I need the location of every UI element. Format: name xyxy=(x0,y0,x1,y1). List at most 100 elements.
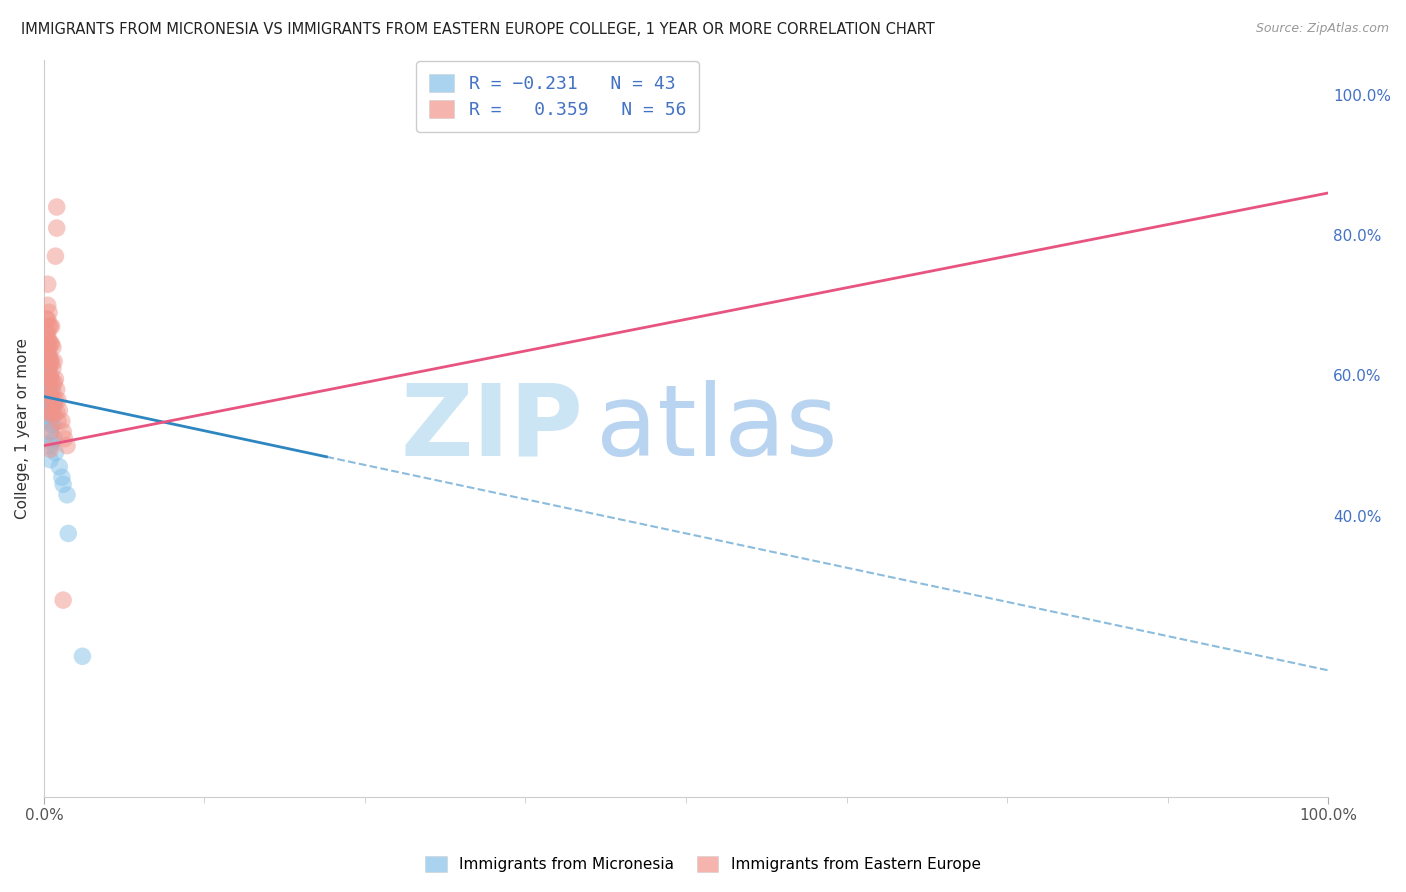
Point xyxy=(42,383,65,397)
Point xyxy=(52,425,75,439)
Point xyxy=(35,326,58,341)
Point xyxy=(39,425,62,439)
Point xyxy=(44,392,66,407)
Point xyxy=(37,354,59,368)
Point xyxy=(46,414,69,428)
Point xyxy=(41,407,63,421)
Point xyxy=(37,334,59,348)
Point xyxy=(38,383,60,397)
Point xyxy=(37,376,59,390)
Point xyxy=(46,392,69,407)
Point xyxy=(56,439,79,453)
Point xyxy=(48,403,70,417)
Point xyxy=(37,390,59,404)
Point xyxy=(38,361,60,376)
Point xyxy=(53,432,76,446)
Point xyxy=(51,470,73,484)
Point xyxy=(45,200,67,214)
Point xyxy=(44,376,66,390)
Point xyxy=(38,376,60,390)
Point xyxy=(39,452,62,467)
Point xyxy=(52,477,75,491)
Point xyxy=(38,347,60,361)
Legend: Immigrants from Micronesia, Immigrants from Eastern Europe: Immigrants from Micronesia, Immigrants f… xyxy=(418,848,988,880)
Point xyxy=(37,372,59,386)
Point xyxy=(44,446,66,460)
Point xyxy=(58,526,80,541)
Point xyxy=(38,361,60,376)
Point xyxy=(41,383,63,397)
Point xyxy=(39,372,62,386)
Point xyxy=(42,361,65,376)
Point xyxy=(45,405,67,419)
Point xyxy=(37,298,59,312)
Point xyxy=(37,312,59,326)
Point xyxy=(41,390,63,404)
Point xyxy=(37,347,59,361)
Point xyxy=(38,403,60,417)
Point xyxy=(37,340,59,354)
Point xyxy=(35,354,58,368)
Point xyxy=(41,337,63,351)
Point xyxy=(48,459,70,474)
Point xyxy=(35,383,58,397)
Point xyxy=(44,407,66,421)
Point xyxy=(38,340,60,354)
Point xyxy=(39,354,62,368)
Point xyxy=(41,372,63,386)
Y-axis label: College, 1 year or more: College, 1 year or more xyxy=(15,338,30,518)
Point xyxy=(39,354,62,368)
Point xyxy=(51,414,73,428)
Point xyxy=(37,351,59,365)
Point xyxy=(35,347,58,361)
Point xyxy=(37,326,59,341)
Point xyxy=(39,396,62,410)
Point xyxy=(39,410,62,425)
Point xyxy=(56,488,79,502)
Point xyxy=(38,390,60,404)
Point xyxy=(41,354,63,368)
Point xyxy=(44,354,66,368)
Point xyxy=(38,403,60,417)
Point xyxy=(35,337,58,351)
Point xyxy=(37,368,59,383)
Point xyxy=(42,417,65,432)
Point xyxy=(39,383,62,397)
Point xyxy=(39,390,62,404)
Point xyxy=(44,249,66,263)
Point xyxy=(35,368,58,383)
Point xyxy=(39,442,62,457)
Point xyxy=(39,319,62,334)
Point xyxy=(39,439,62,453)
Point xyxy=(37,361,59,376)
Point xyxy=(38,319,60,334)
Legend: R = −0.231   N = 43, R =   0.359   N = 56: R = −0.231 N = 43, R = 0.359 N = 56 xyxy=(416,62,699,131)
Point xyxy=(37,277,59,292)
Point xyxy=(44,396,66,410)
Point xyxy=(39,425,62,439)
Point xyxy=(42,340,65,354)
Point xyxy=(45,221,67,235)
Point xyxy=(45,383,67,397)
Point xyxy=(38,351,60,365)
Text: IMMIGRANTS FROM MICRONESIA VS IMMIGRANTS FROM EASTERN EUROPE COLLEGE, 1 YEAR OR : IMMIGRANTS FROM MICRONESIA VS IMMIGRANTS… xyxy=(21,22,935,37)
Point xyxy=(35,312,58,326)
Point xyxy=(44,432,66,446)
Point xyxy=(52,593,75,607)
Point xyxy=(39,337,62,351)
Point xyxy=(38,392,60,407)
Point xyxy=(41,435,63,450)
Point xyxy=(41,417,63,432)
Text: Source: ZipAtlas.com: Source: ZipAtlas.com xyxy=(1256,22,1389,36)
Point xyxy=(38,305,60,319)
Text: ZIP: ZIP xyxy=(401,380,583,476)
Point xyxy=(37,361,59,376)
Point xyxy=(42,403,65,417)
Point xyxy=(41,400,63,414)
Point xyxy=(38,414,60,428)
Point xyxy=(35,376,58,390)
Point xyxy=(39,368,62,383)
Point xyxy=(44,372,66,386)
Point xyxy=(41,319,63,334)
Point xyxy=(38,372,60,386)
